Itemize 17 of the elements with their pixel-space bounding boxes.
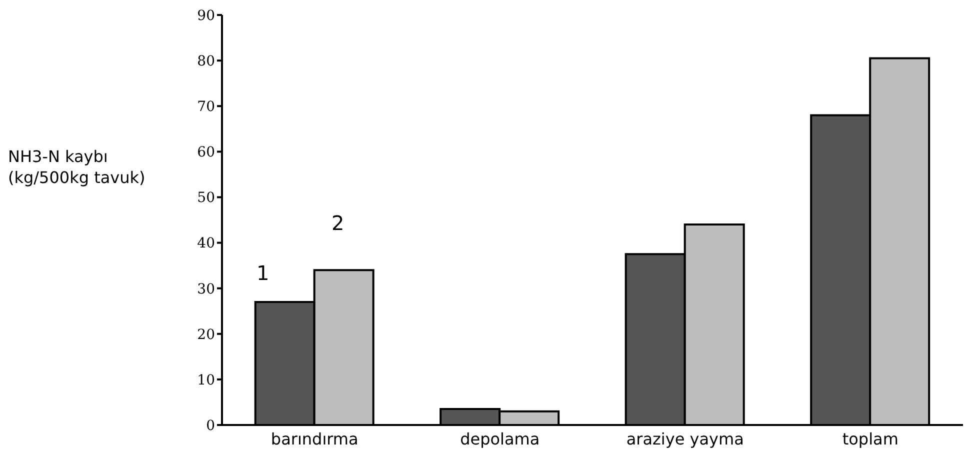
y-tick-label: 90 — [197, 8, 215, 24]
y-tick-label: 40 — [197, 236, 215, 252]
y-tick-label: 60 — [197, 144, 215, 161]
y-tick-label: 50 — [197, 190, 215, 206]
x-tick-label: depolama — [460, 429, 540, 448]
y-tick-label: 30 — [197, 281, 215, 298]
y-tick-label: 80 — [197, 54, 215, 70]
y-axis-title: NH3-N kaybı (kg/500kg tavuk) — [8, 146, 146, 188]
y-tick-label: 20 — [197, 326, 215, 343]
x-tick-label: barındırma — [270, 429, 358, 448]
y-tick-label: 10 — [197, 372, 215, 388]
series-label: 2 — [331, 211, 344, 236]
series-label: 1 — [256, 261, 270, 285]
x-tick-label: toplam — [842, 429, 898, 448]
y-tick-label: 0 — [206, 418, 215, 434]
y-tick-label: 70 — [197, 99, 215, 116]
x-tick-label: araziye yayma — [626, 429, 744, 448]
